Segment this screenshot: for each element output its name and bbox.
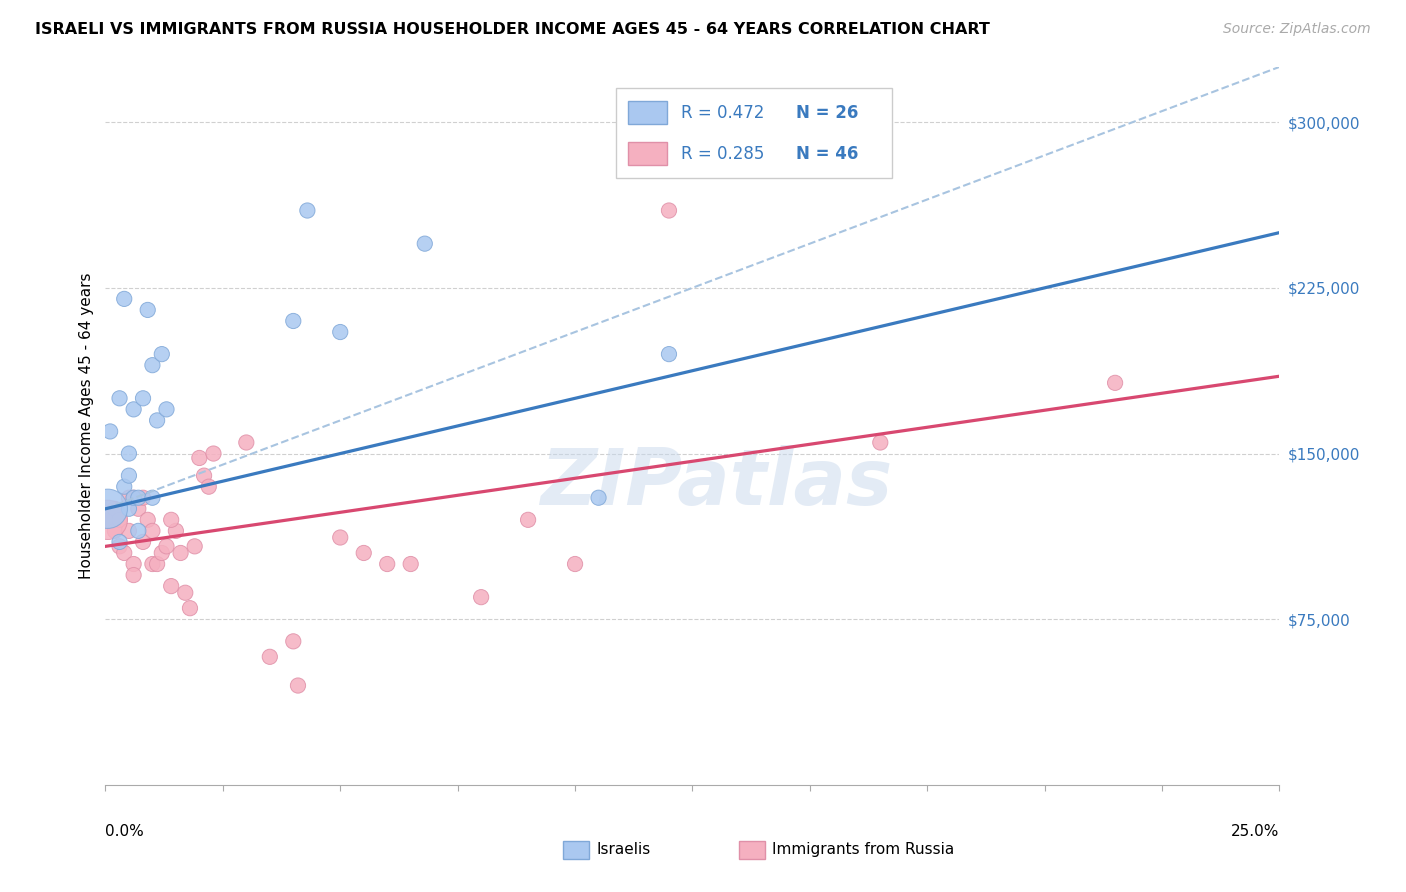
Point: [122, 568, 145, 582]
Point: [122, 557, 145, 571]
Point: [146, 413, 169, 427]
Point: [146, 557, 169, 571]
Point: [150, 546, 173, 560]
Point: [122, 491, 145, 505]
Point: [658, 203, 681, 218]
Point: [183, 539, 205, 553]
Point: [118, 491, 141, 505]
Point: [517, 513, 540, 527]
Text: N = 26: N = 26: [796, 103, 858, 122]
Point: [588, 491, 610, 505]
Point: [98, 513, 121, 527]
Point: [564, 557, 586, 571]
Point: [193, 468, 215, 483]
Point: [174, 586, 197, 600]
Point: [104, 501, 127, 516]
Text: 25.0%: 25.0%: [1232, 824, 1279, 839]
Text: Source: ZipAtlas.com: Source: ZipAtlas.com: [1223, 22, 1371, 37]
Point: [108, 535, 131, 549]
Point: [353, 546, 375, 560]
Point: [108, 392, 131, 406]
Point: [160, 513, 183, 527]
Point: [375, 557, 398, 571]
Point: [104, 524, 127, 538]
Point: [165, 524, 187, 538]
Point: [118, 501, 141, 516]
Point: [197, 480, 219, 494]
Y-axis label: Householder Income Ages 45 - 64 years: Householder Income Ages 45 - 64 years: [79, 273, 94, 579]
Point: [118, 446, 141, 460]
Point: [132, 392, 155, 406]
Point: [112, 480, 135, 494]
Point: [127, 491, 149, 505]
Point: [141, 358, 163, 372]
Point: [329, 325, 352, 339]
FancyBboxPatch shape: [564, 841, 589, 859]
Point: [118, 468, 141, 483]
Point: [188, 450, 211, 465]
Point: [141, 557, 163, 571]
Point: [658, 347, 681, 361]
FancyBboxPatch shape: [628, 102, 666, 124]
Point: [155, 402, 177, 417]
Point: [202, 446, 225, 460]
Point: [1104, 376, 1126, 390]
Point: [136, 513, 159, 527]
Point: [108, 539, 131, 553]
Point: [141, 524, 163, 538]
Point: [150, 347, 173, 361]
Point: [122, 491, 145, 505]
Point: [112, 546, 135, 560]
FancyBboxPatch shape: [740, 841, 765, 859]
Point: [297, 203, 319, 218]
FancyBboxPatch shape: [628, 143, 666, 165]
Point: [413, 236, 436, 251]
Text: Immigrants from Russia: Immigrants from Russia: [772, 842, 955, 857]
Text: 0.0%: 0.0%: [105, 824, 145, 839]
Text: R = 0.472: R = 0.472: [681, 103, 763, 122]
Text: ZIPatlas: ZIPatlas: [540, 445, 891, 522]
Point: [283, 314, 305, 328]
Point: [329, 531, 352, 545]
Point: [122, 402, 145, 417]
Point: [108, 513, 131, 527]
Point: [399, 557, 422, 571]
Point: [169, 546, 191, 560]
Point: [235, 435, 257, 450]
Point: [470, 590, 492, 604]
Point: [160, 579, 183, 593]
Point: [136, 302, 159, 317]
Text: Israelis: Israelis: [596, 842, 651, 857]
Point: [179, 601, 201, 615]
Text: ISRAELI VS IMMIGRANTS FROM RUSSIA HOUSEHOLDER INCOME AGES 45 - 64 YEARS CORRELAT: ISRAELI VS IMMIGRANTS FROM RUSSIA HOUSEH…: [35, 22, 990, 37]
FancyBboxPatch shape: [616, 88, 891, 178]
Point: [869, 435, 891, 450]
Text: N = 46: N = 46: [796, 145, 858, 162]
Point: [98, 425, 121, 439]
Point: [155, 539, 177, 553]
Point: [132, 535, 155, 549]
Point: [283, 634, 305, 648]
Point: [118, 524, 141, 538]
Point: [132, 491, 155, 505]
Point: [97, 513, 120, 527]
Point: [287, 679, 309, 693]
Point: [127, 524, 149, 538]
Point: [259, 649, 281, 664]
Point: [141, 491, 163, 505]
Point: [112, 292, 135, 306]
Point: [127, 501, 149, 516]
Text: R = 0.285: R = 0.285: [681, 145, 763, 162]
Point: [97, 501, 120, 516]
